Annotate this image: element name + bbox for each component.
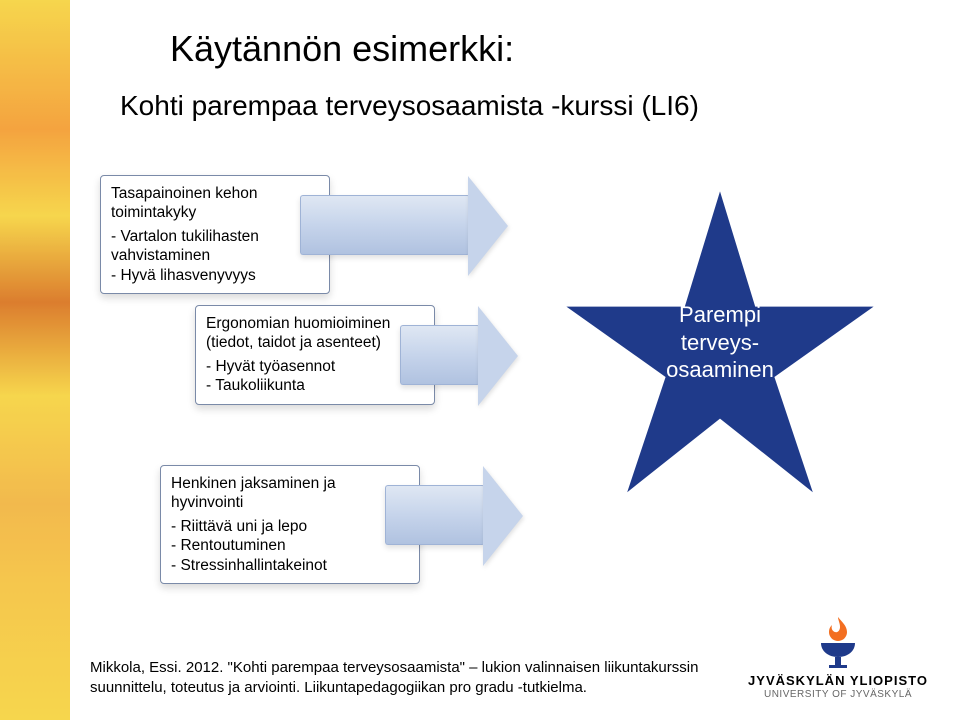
slide-subtitle: Kohti parempaa terveysosaamista -kurssi … [120,90,699,122]
logo-line-1: JYVÄSKYLÄN YLIOPISTO [738,673,938,688]
logo-line-2: UNIVERSITY OF JYVÄSKYLÄ [738,689,938,700]
box-list: Hyvät työasennot Taukoliikunta [206,357,424,396]
star-line: Parempi [679,302,761,327]
citation-text: Mikkola, Essi. 2012. "Kohti parempaa ter… [90,658,730,699]
list-item: Stressinhallintakeinot [171,556,409,575]
star-outcome: Parempi terveys- osaaminen [560,185,880,505]
list-item: Vartalon tukilihasten vahvistaminen [111,227,319,266]
box-list: Riittävä uni ja lepo Rentoutuminen Stres… [171,517,409,575]
arrow-icon [385,485,485,545]
list-item: Hyvä lihasvenyvyys [111,266,319,285]
slide-title: Käytännön esimerkki: [170,28,514,70]
arrow-icon [300,195,470,255]
box-body-balance: Tasapainoinen kehon toimintakyky Vartalo… [100,175,330,294]
university-logo: JYVÄSKYLÄN YLIOPISTO UNIVERSITY OF JYVÄS… [738,615,938,700]
list-item: Taukoliikunta [206,376,424,395]
box-ergonomics: Ergonomian huomioiminen (tiedot, taidot … [195,305,435,405]
box-heading: Ergonomian huomioiminen (tiedot, taidot … [206,314,424,353]
arrow-icon [400,325,480,385]
star-line: terveys- [681,330,759,355]
box-heading: Tasapainoinen kehon toimintakyky [111,184,319,223]
star-label: Parempi terveys- osaaminen [560,301,880,384]
torch-icon [815,615,861,669]
star-line: osaaminen [666,357,774,382]
foliage-strip [0,0,70,720]
list-item: Hyvät työasennot [206,357,424,376]
box-heading: Henkinen jaksaminen ja hyvinvointi [171,474,409,513]
list-item: Riittävä uni ja lepo [171,517,409,536]
box-list: Vartalon tukilihasten vahvistaminen Hyvä… [111,227,319,285]
list-item: Rentoutuminen [171,536,409,555]
box-mental-wellbeing: Henkinen jaksaminen ja hyvinvointi Riitt… [160,465,420,584]
